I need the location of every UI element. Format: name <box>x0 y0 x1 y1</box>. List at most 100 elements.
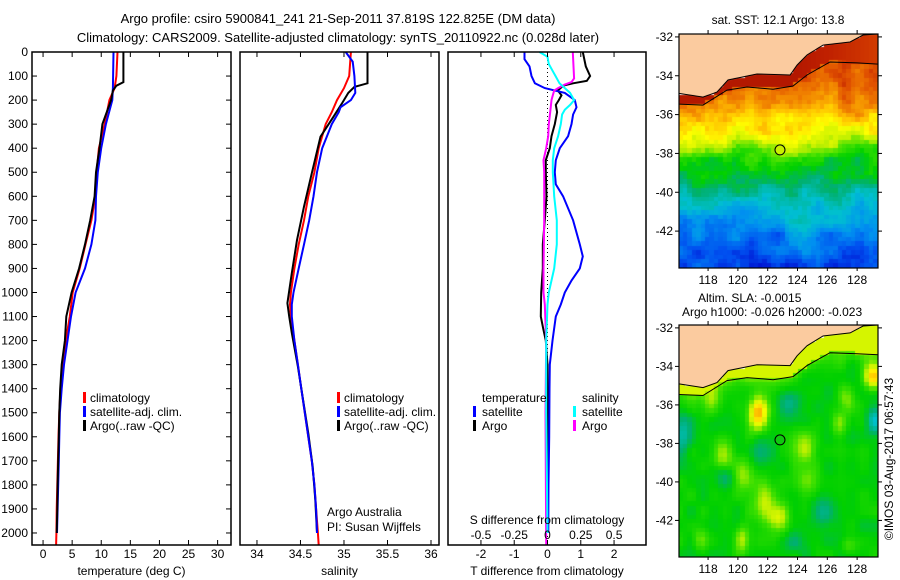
x-tick-label: 5 <box>69 547 76 561</box>
legend-swatch <box>337 392 340 403</box>
y-tick-label: 200 <box>8 93 28 107</box>
x-tick-label: 1 <box>577 547 584 561</box>
x-tick-label: 35 <box>337 547 351 561</box>
isobath-contour <box>678 352 879 397</box>
legend-label: satellite-adj. clim. <box>90 405 182 419</box>
legend-swatch <box>573 420 576 431</box>
y-tick-label: 400 <box>8 141 28 155</box>
lon-tick-label: 126 <box>817 562 837 576</box>
y-tick-label: 600 <box>8 189 28 203</box>
legend: temperaturesatelliteArgosalinitysatellit… <box>473 391 623 433</box>
annotation-text: PI: Susan Wijffels <box>327 520 421 534</box>
lat-tick-label: -38 <box>656 436 674 450</box>
series-argo-raw-qc <box>286 52 369 534</box>
y-tick-label: 1100 <box>2 310 28 324</box>
x-tick-label: 0 <box>544 547 551 561</box>
sla-map-overlay: 118 120 122 124 126 128 -32 -34 -36 -38 -40 -42 Alti… <box>656 291 882 576</box>
lat-tick-label: -32 <box>656 30 674 44</box>
legend-swatch <box>473 420 476 431</box>
lat-tick-label: -32 <box>656 321 674 335</box>
isobath-contour <box>678 61 879 106</box>
legend-label: satellite <box>582 405 623 419</box>
lon-tick-label: 124 <box>787 273 807 287</box>
s-tick-label: 0.5 <box>606 528 623 542</box>
s-tick-label: -0.25 <box>501 528 529 542</box>
lat-tick-label: -40 <box>656 185 674 199</box>
y-tick-label: 700 <box>8 213 28 227</box>
x-tick-label: 25 <box>182 547 196 561</box>
y-tick-label: 1300 <box>1 358 28 372</box>
legend-swatch <box>83 420 86 431</box>
legend-swatch <box>337 420 340 431</box>
map-title-line: Altim. SLA: -0.0015 <box>698 291 802 305</box>
legend-group-title: salinity <box>582 391 619 405</box>
figure-title-line-2: Climatology: CARS2009. Satellite-adjuste… <box>76 30 600 45</box>
y-tick-label: 1500 <box>1 406 28 420</box>
x-tick-label: 36 <box>424 547 438 561</box>
legend-label: Argo <box>482 419 508 433</box>
series-climatology <box>288 51 352 546</box>
legend-swatch <box>473 406 476 417</box>
x-tick-label: 34 <box>250 547 264 561</box>
lon-tick-label: 128 <box>847 273 867 287</box>
y-tick-label: 300 <box>8 117 28 131</box>
series-argo-raw-qc <box>55 52 125 534</box>
salinity-profile: 34 34.5 35 35.5 36 salinity climatologysatelli… <box>239 51 440 578</box>
sst-map-overlay: 118 120 122 124 126 128 -32 -34 -36 -38 -40 -42 sat.… <box>656 13 882 287</box>
legend-swatch <box>83 392 86 403</box>
lon-tick-label: 120 <box>728 273 748 287</box>
x-tick-label: 0 <box>40 547 47 561</box>
series-climatology <box>55 51 119 546</box>
s-tick-label: 0.25 <box>569 528 593 542</box>
legend-label: climatology <box>90 391 150 405</box>
map-title: sat. SST: 12.1 Argo: 13.8 <box>712 13 845 27</box>
lon-tick-label: 124 <box>787 562 807 576</box>
lon-tick-label: 122 <box>758 273 778 287</box>
legend-label: Argo(..raw -QC) <box>90 419 175 433</box>
lon-tick-label: 118 <box>698 562 717 576</box>
y-tick-label: 800 <box>8 237 28 251</box>
series-temperature-argo <box>539 51 592 534</box>
x-tick-label: 15 <box>124 547 138 561</box>
legend-swatch <box>573 406 576 417</box>
map-title-line: Argo h1000: -0.026 h2000: -0.023 <box>682 305 862 319</box>
lon-tick-label: 128 <box>847 562 867 576</box>
lon-tick-label: 122 <box>758 562 778 576</box>
legend-swatch <box>337 406 340 417</box>
coastline <box>678 324 879 389</box>
lon-tick-label: 126 <box>817 273 837 287</box>
y-tick-label: 1400 <box>1 382 28 396</box>
y-tick-label: 900 <box>8 261 28 275</box>
lat-tick-label: -38 <box>656 146 674 160</box>
y-tick-label: 1600 <box>1 430 28 444</box>
legend-group-title: temperature <box>482 391 547 405</box>
argo-float-location-marker <box>774 144 786 156</box>
x-tick-label: 20 <box>153 547 167 561</box>
lat-tick-label: -34 <box>656 69 674 83</box>
x-axis-label: salinity <box>321 564 358 578</box>
series-salinity-satellite <box>538 51 576 534</box>
y-tick-label: 100 <box>8 69 28 83</box>
x-tick-label: 35.5 <box>376 547 400 561</box>
y-tick-label: 0 <box>21 45 28 59</box>
x-tick-label: 10 <box>95 547 109 561</box>
legend-label: climatology <box>344 391 404 405</box>
difference-profile: -2 -1 0 1 2 T difference from climatology -0.5… <box>447 51 647 578</box>
legend-swatch <box>83 406 86 417</box>
legend-label: satellite <box>482 405 523 419</box>
argo-float-location-marker <box>774 434 786 446</box>
x-axis-label: temperature (deg C) <box>77 564 185 578</box>
lon-tick-label: 118 <box>698 273 717 287</box>
lat-tick-label: -42 <box>656 513 674 527</box>
lat-tick-label: -34 <box>656 359 674 373</box>
lat-tick-label: -42 <box>656 224 674 238</box>
s-tick-label: 0 <box>544 528 551 542</box>
y-tick-label: 2000 <box>1 526 28 540</box>
figure-title-line-1: Argo profile: csiro 5900841_241 21-Sep-2… <box>120 11 556 26</box>
y-tick-label: 1000 <box>1 285 28 299</box>
plot-frame <box>239 51 440 546</box>
